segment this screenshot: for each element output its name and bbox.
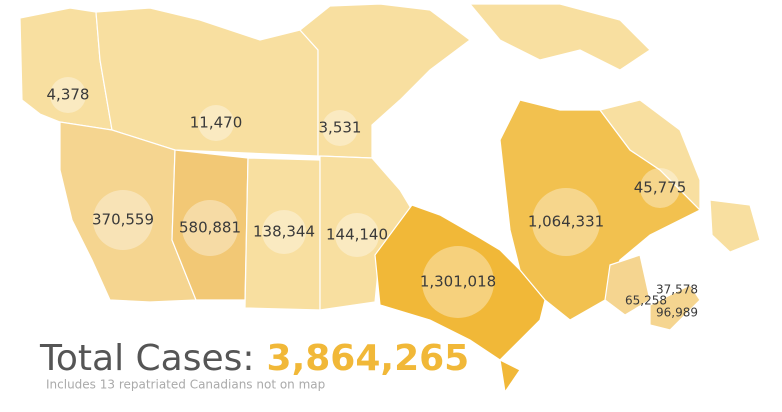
region-marker <box>262 210 306 254</box>
region-marker <box>322 110 358 146</box>
region-marker <box>182 200 238 256</box>
newfoundland <box>709 199 761 253</box>
total-label: Total Cases: <box>39 338 255 379</box>
region-cases: 138,344 <box>253 223 315 241</box>
region-marker <box>198 105 234 141</box>
region-marker <box>532 188 600 256</box>
region-cases: 45,775 <box>634 179 687 197</box>
region-cases: 96,989 <box>656 306 698 320</box>
nunavut <box>299 3 471 159</box>
region-cases: 4,378 <box>47 86 90 104</box>
region-cases: 580,881 <box>179 219 241 237</box>
region-cases: 1,301,018 <box>420 273 496 291</box>
total-value: 3,864,265 <box>267 338 470 379</box>
region-marker <box>93 190 153 250</box>
nova-scotia <box>649 284 701 331</box>
region-marker <box>422 246 494 318</box>
new-brunswick <box>604 254 651 316</box>
region-marker <box>50 77 86 113</box>
region-marker <box>335 213 379 257</box>
quebec <box>499 99 702 321</box>
region-cases: 1,064,331 <box>528 213 604 231</box>
region-cases: 370,559 <box>92 211 154 229</box>
british-columbia <box>59 121 197 303</box>
region-marker <box>640 168 680 208</box>
region-cases: 144,140 <box>326 226 388 244</box>
labrador <box>598 99 701 212</box>
nunavut-islands <box>468 3 651 71</box>
note: Includes 13 repatriated Canadians not on… <box>46 378 325 392</box>
region-cases: 37,578 <box>656 283 698 297</box>
alberta <box>171 149 249 301</box>
region-cases: 11,470 <box>190 114 243 132</box>
region-cases: 65,258 <box>625 294 667 308</box>
region-cases: 3,531 <box>319 119 362 137</box>
ontario <box>374 204 546 394</box>
